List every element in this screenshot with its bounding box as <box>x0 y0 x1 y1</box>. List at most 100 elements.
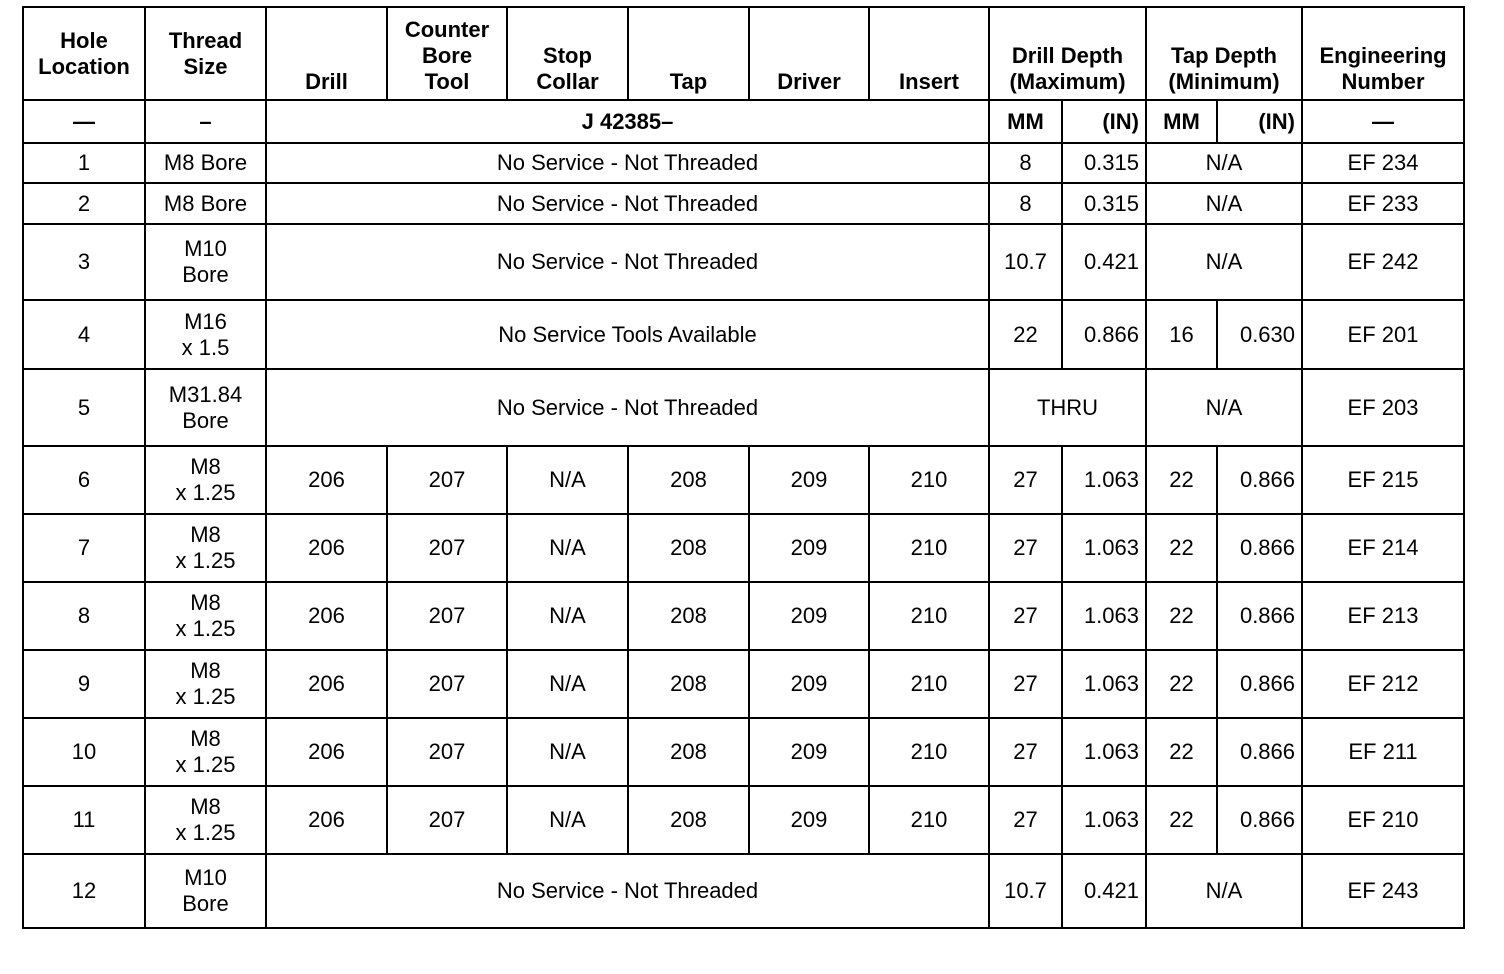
counter-bore-tool-cell: 207 <box>386 513 508 583</box>
hole-location-cell: 2 <box>22 182 146 225</box>
table-row: 3 M10 Bore No Service - Not Threaded 10.7 0.… <box>22 223 1466 301</box>
tap-depth-in-cell: 0.866 <box>1215 581 1304 651</box>
drill-cell: 206 <box>265 445 388 515</box>
thread-size-cell: M8 Bore <box>144 182 267 225</box>
thread-size-cell: M8 x 1.25 <box>144 513 267 583</box>
drill-depth-mm-cell: 8 <box>988 182 1063 225</box>
insert-cell: 210 <box>868 513 990 583</box>
insert-cell: 210 <box>868 717 990 787</box>
hole-location-cell: 9 <box>22 649 146 719</box>
drill-depth-in-cell: 0.421 <box>1061 223 1147 301</box>
tap-depth-mm-cell: 22 <box>1145 513 1218 583</box>
drill-depth-in-cell: 0.315 <box>1061 182 1147 225</box>
hole-location-cell: 3 <box>22 223 146 301</box>
drill-cell: 206 <box>265 581 388 651</box>
thread-size-cell: M10 Bore <box>144 223 267 301</box>
drill-depth-in-cell: 0.866 <box>1061 299 1147 370</box>
header-stop-collar: Stop Collar <box>506 6 629 101</box>
drill-depth-mm-cell: 10.7 <box>988 853 1063 929</box>
drill-depth-mm-cell: 22 <box>988 299 1063 370</box>
thread-size-cell: M8 x 1.25 <box>144 581 267 651</box>
subheader-tool-prefix: J 42385– <box>265 99 990 144</box>
header-counter-bore-tool: Counter Bore Tool <box>386 6 508 101</box>
drill-depth-in-cell: 1.063 <box>1061 649 1147 719</box>
tap-depth-in-cell: 0.866 <box>1215 649 1304 719</box>
thread-size-cell: M8 x 1.25 <box>144 445 267 515</box>
engineering-number-cell: EF 242 <box>1301 223 1466 301</box>
tap-depth-mm-cell: 22 <box>1145 717 1218 787</box>
tap-depth-in-cell: 0.866 <box>1215 513 1304 583</box>
hole-location-cell: 8 <box>22 581 146 651</box>
engineering-number-cell: EF 210 <box>1301 785 1466 855</box>
driver-cell: 209 <box>748 717 870 787</box>
drill-depth-mm-cell: 27 <box>988 513 1063 583</box>
engineering-number-cell: EF 211 <box>1301 717 1466 787</box>
header-hole-location: Hole Location <box>22 6 146 101</box>
table-row: 6 M8 x 1.25 206 207 N/A 208 209 210 27 1.063 22 0.8… <box>22 445 1466 515</box>
stop-collar-cell: N/A <box>506 445 629 515</box>
tap-cell: 208 <box>627 445 750 515</box>
driver-cell: 209 <box>748 649 870 719</box>
service-note-cell: No Service - Not Threaded <box>265 853 990 929</box>
engineering-number-cell: EF 234 <box>1301 142 1466 184</box>
engineering-number-cell: EF 215 <box>1301 445 1466 515</box>
drill-depth-cell: THRU <box>988 368 1147 447</box>
thread-size-cell: M16 x 1.5 <box>144 299 267 370</box>
tap-depth-cell: N/A <box>1144 182 1304 225</box>
engineering-number-cell: EF 243 <box>1301 853 1466 929</box>
insert-cell: 210 <box>868 785 990 855</box>
drill-depth-in-cell: 1.063 <box>1061 717 1147 787</box>
header-tap-depth: Tap Depth (Minimum) <box>1144 6 1304 101</box>
thread-size-cell: M10 Bore <box>144 853 267 929</box>
header-drill: Drill <box>265 6 388 101</box>
drill-cell: 206 <box>265 785 388 855</box>
tap-depth-in-cell: 0.866 <box>1215 717 1304 787</box>
service-note-cell: No Service - Not Threaded <box>265 223 990 301</box>
header-row: Hole Location Thread Size Drill Counter … <box>22 6 1466 101</box>
tap-depth-mm-cell: 22 <box>1145 581 1218 651</box>
hole-location-cell: 10 <box>22 717 146 787</box>
tap-cell: 208 <box>627 785 750 855</box>
counter-bore-tool-cell: 207 <box>386 785 508 855</box>
drill-depth-mm-cell: 10.7 <box>988 223 1063 301</box>
service-note-cell: No Service Tools Available <box>265 299 990 370</box>
drill-depth-mm-cell: 27 <box>988 649 1063 719</box>
hole-tooling-table: Hole Location Thread Size Drill Counter … <box>22 6 1466 929</box>
thread-size-cell: M8 x 1.25 <box>144 649 267 719</box>
table-row: 1 M8 Bore No Service - Not Threaded 8 0.315 N… <box>22 142 1466 184</box>
hole-location-cell: 1 <box>22 142 146 184</box>
subheader-tap-in: (IN) <box>1215 99 1304 144</box>
drill-depth-in-cell: 0.421 <box>1061 853 1147 929</box>
counter-bore-tool-cell: 207 <box>386 649 508 719</box>
drill-depth-mm-cell: 27 <box>988 717 1063 787</box>
subheader-row: — – J 42385– MM (IN) MM (IN) — <box>22 99 1466 144</box>
subheader-drill-in: (IN) <box>1061 99 1147 144</box>
drill-depth-mm-cell: 27 <box>988 581 1063 651</box>
hole-location-cell: 11 <box>22 785 146 855</box>
table-row: 4 M16 x 1.5 No Service Tools Available 22 0.… <box>22 299 1466 370</box>
tap-cell: 208 <box>627 513 750 583</box>
subheader-tap-mm: MM <box>1145 99 1218 144</box>
table-row: 11 M8 x 1.25 206 207 N/A 208 209 210 27 1.063 22 0.… <box>22 785 1466 855</box>
counter-bore-tool-cell: 207 <box>386 581 508 651</box>
subheader-hole-location: — <box>22 99 146 144</box>
drill-cell: 206 <box>265 649 388 719</box>
table-row: 12 M10 Bore No Service - Not Threaded 10.7 0… <box>22 853 1466 929</box>
drill-depth-mm-cell: 27 <box>988 785 1063 855</box>
tap-depth-mm-cell: 22 <box>1145 649 1218 719</box>
thread-size-cell: M8 Bore <box>144 142 267 184</box>
driver-cell: 209 <box>748 785 870 855</box>
driver-cell: 209 <box>748 513 870 583</box>
stop-collar-cell: N/A <box>506 785 629 855</box>
tap-depth-mm-cell: 22 <box>1145 445 1218 515</box>
subheader-thread-size: – <box>144 99 267 144</box>
stop-collar-cell: N/A <box>506 581 629 651</box>
tap-cell: 208 <box>627 717 750 787</box>
drill-depth-mm-cell: 27 <box>988 445 1063 515</box>
header-insert: Insert <box>868 6 990 101</box>
counter-bore-tool-cell: 207 <box>386 445 508 515</box>
driver-cell: 209 <box>748 445 870 515</box>
engineering-number-cell: EF 203 <box>1301 368 1466 447</box>
tap-cell: 208 <box>627 581 750 651</box>
drill-depth-in-cell: 1.063 <box>1061 513 1147 583</box>
